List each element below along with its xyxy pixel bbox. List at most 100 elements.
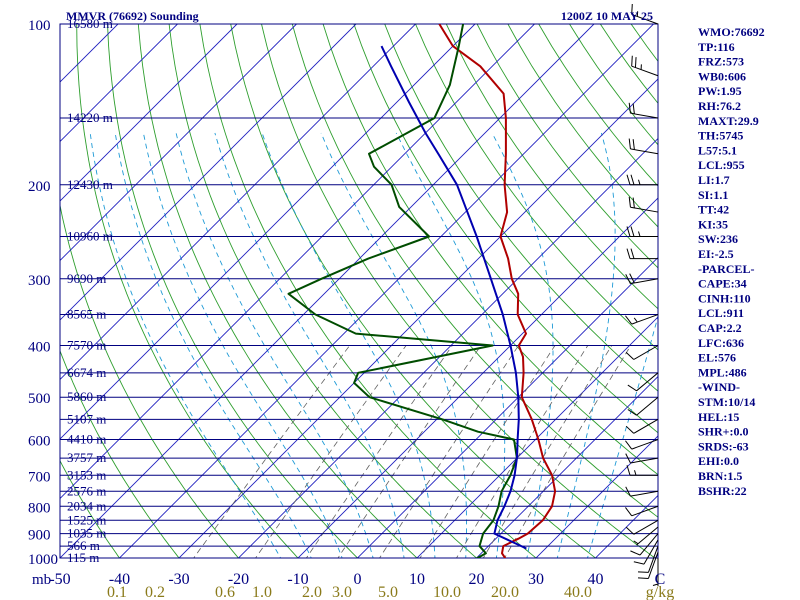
wind-barb-flag <box>627 384 637 392</box>
dry-adiabat <box>353 24 658 434</box>
index-line: KI:35 <box>698 217 728 231</box>
wind-barb <box>633 526 659 546</box>
wind-barb <box>631 55 659 77</box>
wind-barb <box>628 138 659 155</box>
mixing-ratio-tick-label: 2.0 <box>302 584 322 600</box>
wind-barb-flag <box>625 351 635 360</box>
index-line: LI:1.7 <box>698 173 730 187</box>
isotherm <box>475 375 658 558</box>
wind-barb-staff <box>630 490 659 497</box>
dry-adiabat <box>384 24 658 392</box>
index-line: SHR+:0.0 <box>698 425 749 439</box>
isotherm <box>60 24 238 202</box>
wind-barb <box>625 439 659 450</box>
isobar-lines <box>59 23 659 559</box>
wind-barb-flag <box>626 248 631 259</box>
temperature-tick-label: -40 <box>109 571 130 588</box>
wind-barb-half-flag <box>634 470 637 476</box>
mixing-ratio-line <box>504 345 632 558</box>
plot-frame <box>59 23 659 559</box>
height-label: 5107 m <box>67 411 106 426</box>
parcel-profile <box>380 45 527 550</box>
index-line: -PARCEL- <box>698 262 754 276</box>
wind-barb-flag <box>637 577 649 579</box>
temperature-tick-label: 20 <box>469 571 485 588</box>
wind-barb-half-flag <box>638 179 641 185</box>
index-line: CAPE:34 <box>698 277 747 291</box>
index-line: CINH:110 <box>698 291 751 305</box>
wind-barb-staff <box>630 112 659 119</box>
wind-barb-flag <box>625 526 635 535</box>
mixing-ratio-line <box>379 345 519 558</box>
isotherm <box>60 24 178 143</box>
wind-barb-staff <box>631 65 659 77</box>
wind-barb-flag <box>634 57 637 68</box>
dry-adiabat <box>60 459 121 558</box>
mixing-ratio-tick-label: 0.2 <box>145 584 165 600</box>
wind-barb-half-flag <box>652 583 659 586</box>
index-line: STM:10/14 <box>698 395 755 409</box>
wind-barb-flag <box>632 197 635 208</box>
isotherm <box>60 24 535 500</box>
wind-barb <box>628 102 659 119</box>
height-label: 3757 m <box>67 450 106 465</box>
wind-barbs <box>625 3 659 586</box>
wind-barb-half-flag <box>633 317 638 323</box>
wind-barb-flag <box>625 274 631 284</box>
wind-barb-flag <box>625 453 631 464</box>
wind-barb-staff <box>633 519 659 535</box>
wind-barb-flag <box>625 425 635 434</box>
temperature-tick-label: -20 <box>228 571 249 588</box>
wind-barb <box>626 248 658 260</box>
index-line: MAXT:29.9 <box>698 114 759 128</box>
wind-barb-staff <box>633 345 659 360</box>
moist-adiabat <box>587 314 658 558</box>
wind-barb-flag <box>629 273 635 284</box>
index-line: BRN:1.5 <box>698 469 742 483</box>
wind-barb-staff <box>631 505 659 517</box>
index-line: EL:576 <box>698 351 736 365</box>
wind-barb-flag <box>631 3 633 15</box>
wind-barb-flag <box>625 440 633 450</box>
wind-barb <box>625 519 659 535</box>
temperature-tick-label: 30 <box>528 571 544 588</box>
wind-barb-staff <box>643 539 659 565</box>
height-label: 1035 m <box>67 526 106 541</box>
index-line: CAP:2.2 <box>698 321 742 335</box>
index-line: RH:76.2 <box>698 99 741 113</box>
wind-barb-flag <box>633 561 645 565</box>
time-title: 1200Z 10 MAY 25 <box>561 9 653 23</box>
wind-barb-staff <box>647 545 659 573</box>
dry-adiabat <box>322 24 658 476</box>
dry-adiabat <box>261 24 656 558</box>
height-label: 2576 m <box>67 483 106 498</box>
mixing-ratio-line <box>337 345 482 558</box>
wind-barb <box>625 273 659 285</box>
wind-barb-staff <box>630 148 659 155</box>
isotherm <box>178 78 658 558</box>
wind-barb-staff <box>630 457 659 464</box>
isotherm <box>237 137 658 558</box>
dry-adiabat <box>199 24 537 558</box>
wind-barb-flag <box>626 226 631 237</box>
index-line: LFC:636 <box>698 336 744 350</box>
index-line: WMO:76692 <box>698 25 765 39</box>
wind-barb <box>626 174 658 186</box>
index-line: WB0:606 <box>698 69 746 83</box>
wind-barb-flag <box>625 507 633 517</box>
mixing-ratio-lines <box>193 345 632 558</box>
wind-barb <box>630 533 659 556</box>
wind-barb-flag <box>628 196 631 208</box>
mixing-ratio-tick-label: 40.0 <box>564 584 592 600</box>
wind-barb-half-flag <box>633 540 639 545</box>
wind-barb <box>637 545 659 573</box>
temperature-tick-label: -30 <box>168 571 189 588</box>
wind-barb-staff <box>633 418 659 434</box>
adiabat-lines <box>60 24 658 558</box>
isotherm <box>416 316 658 558</box>
isotherm <box>60 24 595 558</box>
wind-barb-staff <box>631 13 659 25</box>
height-label: 8565 m <box>67 307 106 322</box>
index-line: EI:-2.5 <box>698 247 734 261</box>
wind-barb-flag <box>626 174 631 185</box>
